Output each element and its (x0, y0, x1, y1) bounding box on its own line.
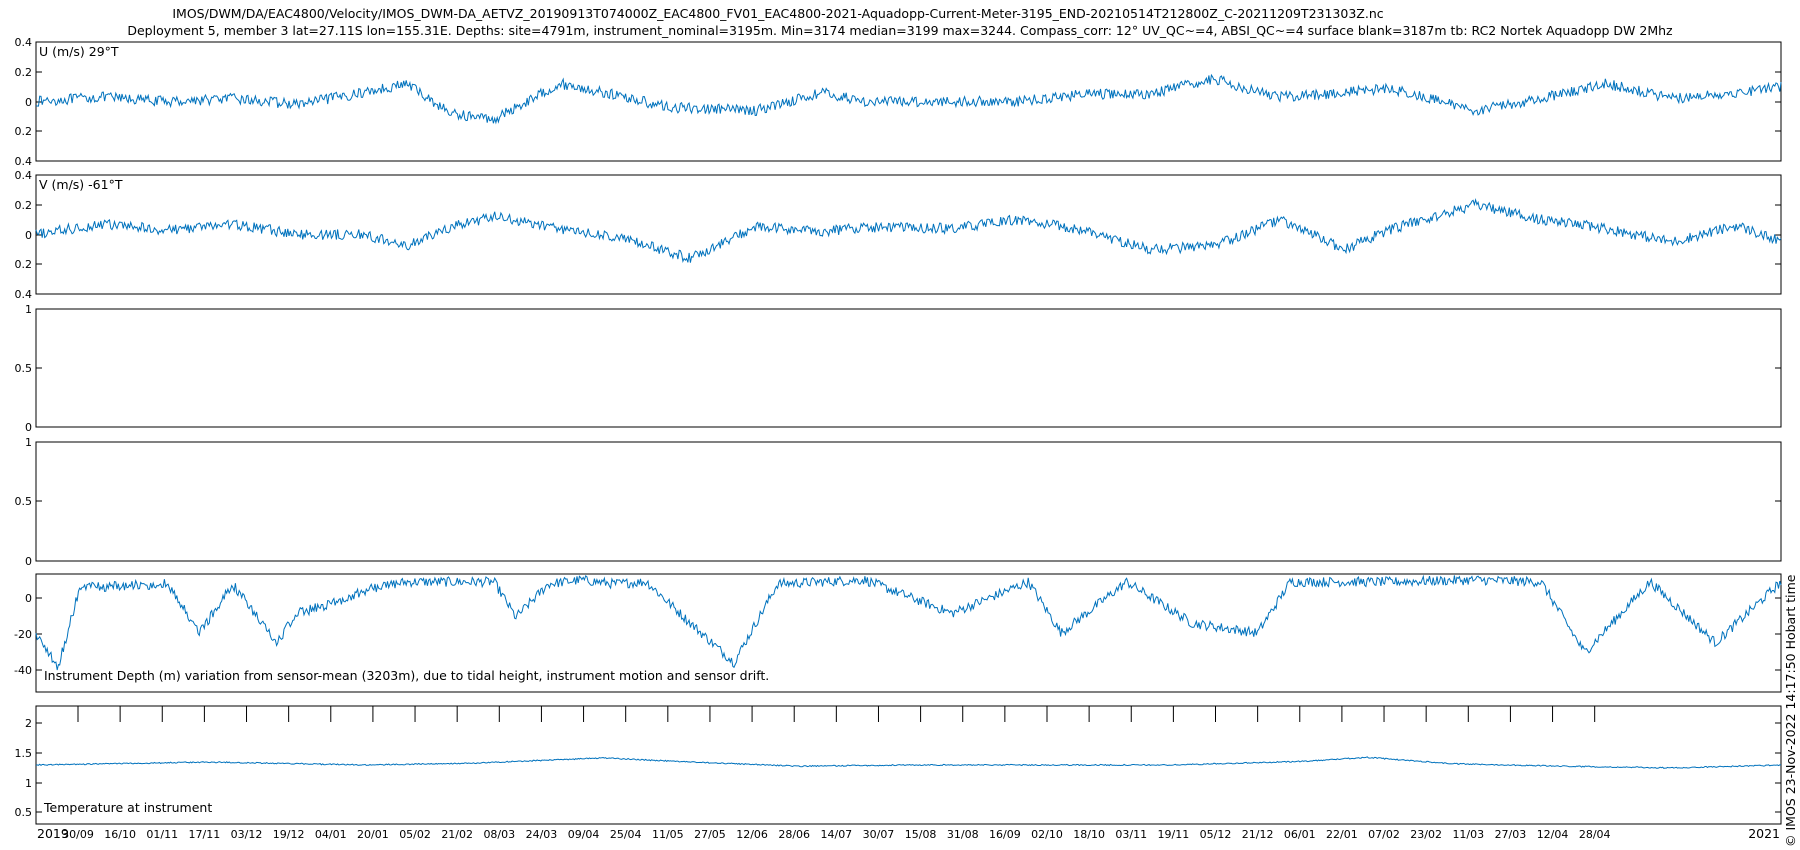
panel-6-series-line (35, 756, 1782, 769)
panel-4-ytick: 0.5 (15, 495, 33, 508)
xtick-label: 12/04 (1537, 828, 1569, 841)
panel-5-ytick: -20 (14, 628, 32, 641)
xtick-label: 04/01 (315, 828, 347, 841)
xtick-label: 28/04 (1579, 828, 1611, 841)
xtick-label: 03/12 (231, 828, 263, 841)
panel-6-ytick: 0.5 (15, 806, 33, 819)
xtick-label: 23/02 (1410, 828, 1442, 841)
xtick-label: 02/10 (1031, 828, 1063, 841)
panels-group: 0.4 0.2 0 0.2 0.4 U (m/s) 29°T 0.4 0.2 0 0.2 0.4 V … (14, 36, 1782, 825)
panel-3-frame (35, 308, 1782, 428)
xtick-label: 30/07 (863, 828, 895, 841)
panel-3-ytick: 0 (25, 421, 32, 434)
panel-2-label: V (m/s) -61°T (39, 177, 123, 192)
xaxis-year-start: 2019 (37, 826, 69, 841)
xtick-label: 17/11 (189, 828, 221, 841)
xtick-label: 15/08 (905, 828, 937, 841)
panel-1-ytick: 0.2 (15, 66, 33, 79)
panel-2-ytick: 0.4 (15, 169, 33, 182)
xtick-label: 20/01 (357, 828, 389, 841)
panel-6-ytick: 1 (25, 777, 32, 790)
panel-2-series-line (35, 197, 1782, 264)
panel-5-series-line (35, 574, 1782, 671)
panel-6-ytick: 1.5 (15, 747, 33, 760)
xtick-label: 21/12 (1242, 828, 1274, 841)
xtick-label: 21/02 (441, 828, 473, 841)
xtick-label: 07/02 (1368, 828, 1400, 841)
xtick-label: 16/10 (104, 828, 136, 841)
panel-5-label: Instrument Depth (m) variation from sens… (44, 668, 769, 683)
xtick-label: 11/05 (652, 828, 684, 841)
panel-4-ytick: 0 (25, 555, 32, 568)
xtick-label: 05/02 (399, 828, 431, 841)
xtick-label: 16/09 (989, 828, 1021, 841)
panel-6-label: Temperature at instrument (43, 800, 212, 815)
panel-2-ytick: 0.4 (15, 288, 33, 301)
panel-3-ytick: 1 (25, 303, 32, 316)
xtick-label: 25/04 (610, 828, 642, 841)
figure-title-line2: Deployment 5, member 3 lat=27.11S lon=15… (127, 23, 1673, 38)
xtick-label: 09/04 (568, 828, 600, 841)
panel-5-ytick: 0 (25, 592, 32, 605)
xtick-label: 30/09 (62, 828, 94, 841)
xaxis-year-end: 2021 (1748, 826, 1780, 841)
panel-6-ytick: 2 (25, 717, 32, 730)
xtick-label: 18/10 (1073, 828, 1105, 841)
xtick-label: 19/11 (1158, 828, 1190, 841)
panel-1-label: U (m/s) 29°T (39, 44, 119, 59)
xtick-label: 11/03 (1452, 828, 1484, 841)
xtick-label: 03/11 (1115, 828, 1147, 841)
panel-1-ytick: 0 (25, 96, 32, 109)
figure-title-line1: IMOS/DWM/DA/EAC4800/Velocity/IMOS_DWM-DA… (172, 6, 1383, 21)
xtick-label: 05/12 (1200, 828, 1232, 841)
panel-1-frame (35, 41, 1782, 162)
xtick-label: 06/01 (1284, 828, 1316, 841)
panel-4-ytick: 1 (25, 436, 32, 449)
panel-1-series-line (35, 73, 1782, 125)
panel-2-ytick: 0.2 (15, 199, 33, 212)
xtick-label: 27/03 (1495, 828, 1527, 841)
panel-5-ytick: -40 (14, 664, 32, 677)
panel-2-ytick: 0.2 (15, 258, 33, 271)
credit-text: © IMOS 23-Nov-2022 14:17:50 Hobart time (1783, 574, 1798, 847)
panel-3-ytick: 0.5 (15, 362, 33, 375)
xtick-label: 28/06 (778, 828, 810, 841)
xtick-label: 12/06 (736, 828, 768, 841)
xtick-label: 27/05 (694, 828, 726, 841)
xtick-label: 01/11 (146, 828, 178, 841)
panel-4-frame (35, 441, 1782, 562)
panel-1-ytick: 0.4 (15, 36, 33, 49)
panel-5-frame (35, 573, 1782, 693)
panel-2-ytick: 0 (25, 229, 32, 242)
xtick-label: 08/03 (483, 828, 515, 841)
xtick-label: 31/08 (947, 828, 979, 841)
xtick-label: 22/01 (1326, 828, 1358, 841)
panel-1-ytick: 0.2 (15, 125, 33, 138)
panel-1-ytick: 0.4 (15, 155, 33, 168)
x-axis: 30/09 16/10 01/11 17/11 03/12 19/12 04/01 20/01… (37, 706, 1780, 841)
xtick-label: 14/07 (820, 828, 852, 841)
xtick-label: 24/03 (526, 828, 558, 841)
xtick-label: 19/12 (273, 828, 305, 841)
